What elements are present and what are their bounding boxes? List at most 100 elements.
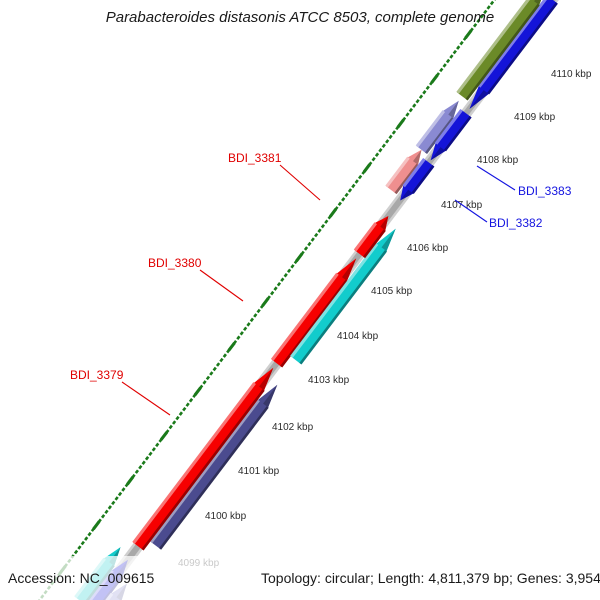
gene-arrow-shade [342, 258, 357, 281]
gene-label-BDI_3382[interactable]: BDI_3382 [489, 216, 543, 230]
gene-body[interactable] [354, 216, 389, 258]
ruler-minor-dot [243, 326, 248, 332]
gene-bevel-shadow [411, 165, 435, 194]
ruler-minor-dot [219, 357, 224, 363]
ruler-minor-dot [185, 402, 190, 407]
ruler-minor-dot [483, 9, 488, 15]
gene-body[interactable] [469, 0, 558, 109]
ruler-minor-dot [469, 27, 474, 32]
ruler-minor-dot [202, 380, 207, 385]
page-title: Parabacteroides distasonis ATCC 8503, co… [106, 9, 495, 26]
gene-bdi-3380[interactable] [132, 367, 274, 551]
gene-bdi-3380b[interactable] [270, 258, 357, 368]
ruler-minor-dot [134, 469, 140, 474]
gene-bdi-3381b[interactable] [353, 216, 389, 259]
ruler-minor-dot [121, 487, 126, 492]
gene-olive[interactable] [456, 0, 548, 101]
gene-features-layer[interactable] [58, 0, 558, 600]
genome-backbone [90, 0, 559, 600]
ruler-minor-dot [84, 536, 89, 541]
ruler-major-tick [92, 520, 101, 530]
ruler-major-tick [126, 475, 135, 486]
ruler-minor-dot [114, 496, 119, 501]
gene-arrow-shade [380, 216, 389, 231]
ruler-minor-dot [215, 362, 221, 367]
ruler-minor-dot [222, 353, 227, 358]
gene-body[interactable] [400, 158, 434, 201]
gene-body[interactable] [291, 228, 396, 365]
gene-bevel-highlight [149, 399, 260, 544]
gene-body[interactable] [416, 100, 459, 154]
ruler-minor-dot [347, 188, 353, 193]
gene-label-BDI_3379[interactable]: BDI_3379 [70, 368, 124, 382]
gene-name-labels[interactable]: BDI_3379 BDI_3380 BDI_3381 BDI_3382 BDI_3383 [70, 151, 572, 382]
gene-bdi-3383[interactable] [415, 100, 459, 155]
status-bar-fade-overlay [0, 556, 600, 600]
gene-blue-c[interactable] [469, 0, 558, 109]
ruler-minor-dot [368, 161, 373, 166]
gene-bevel-highlight [477, 0, 547, 88]
ruler-minor-dot [87, 531, 92, 537]
ruler-minor-dot [131, 473, 136, 479]
ruler-minor-dot [439, 67, 444, 73]
ruler-minor-dot [378, 148, 383, 153]
ruler-minor-dot [374, 152, 380, 157]
ruler-major-tick [193, 386, 202, 397]
gene-bevel-highlight [270, 272, 339, 361]
gene-bdi-3379[interactable] [149, 384, 278, 550]
gene-label-BDI_3383[interactable]: BDI_3383 [518, 184, 572, 198]
gene-arrow-shade [448, 100, 459, 119]
ruler-minor-dot [412, 103, 417, 108]
gene-bevel-highlight [385, 156, 410, 188]
ruler-minor-dot [138, 464, 143, 470]
leader-line-BDI_3380 [199, 269, 244, 302]
ruler-minor-dot [141, 460, 146, 465]
ruler-major-tick [362, 163, 371, 173]
gene-body[interactable] [150, 384, 278, 550]
ruler-minor-dot [408, 107, 413, 113]
gene-body[interactable] [457, 0, 548, 100]
ruler-minor-dot [422, 90, 427, 95]
gene-arrow-shade [534, 0, 542, 5]
ruler-minor-dot [239, 331, 244, 336]
ruler-minor-dot [456, 45, 461, 50]
ruler-minor-dot [273, 286, 278, 291]
ruler-minor-dot [303, 246, 309, 251]
gene-body[interactable] [133, 367, 274, 551]
gene-bevel-shadow [363, 229, 386, 259]
ruler-minor-dot [80, 540, 85, 546]
ruler-minor-dot [388, 134, 393, 140]
gene-bevel-shadow [159, 406, 269, 550]
gene-blue-a[interactable] [400, 158, 435, 201]
gene-label-BDI_3380[interactable]: BDI_3380 [148, 256, 202, 270]
ruler-minor-dot [182, 406, 187, 412]
ruler-minor-dot [435, 72, 441, 77]
ruler-minor-dot [155, 442, 160, 448]
leader-line-BDI_3382 [454, 199, 488, 223]
gene-label-BDI_3381[interactable]: BDI_3381 [228, 151, 282, 165]
gene-arrow-shade [413, 149, 422, 165]
ruler-minor-dot [175, 415, 180, 421]
ruler-minor-dot [148, 451, 153, 457]
ruler-tick-label: 4106 kbp [407, 243, 449, 254]
ruler-minor-dot [445, 58, 451, 64]
ruler-minor-dot [236, 335, 241, 340]
ruler-major-tick [396, 118, 405, 129]
ruler-minor-dot [171, 420, 177, 425]
ruler-minor-dot [418, 94, 424, 99]
gene-bdi-3382[interactable] [385, 149, 422, 195]
gene-bevel-highlight [402, 158, 426, 188]
gene-body[interactable] [386, 149, 422, 194]
gene-blue-b[interactable] [430, 108, 472, 161]
ruler-major-tick [159, 431, 169, 441]
backbone-highlight [90, 0, 559, 600]
ruler-minor-dot [97, 518, 102, 523]
ruler-tick-label: 4104 kbp [337, 331, 379, 342]
ruler-minor-dot [307, 241, 312, 247]
ruler-minor-dot [246, 322, 251, 327]
gene-body[interactable] [271, 258, 357, 368]
gene-bdi-3381[interactable] [290, 228, 396, 365]
ruler-minor-dot [415, 98, 420, 104]
